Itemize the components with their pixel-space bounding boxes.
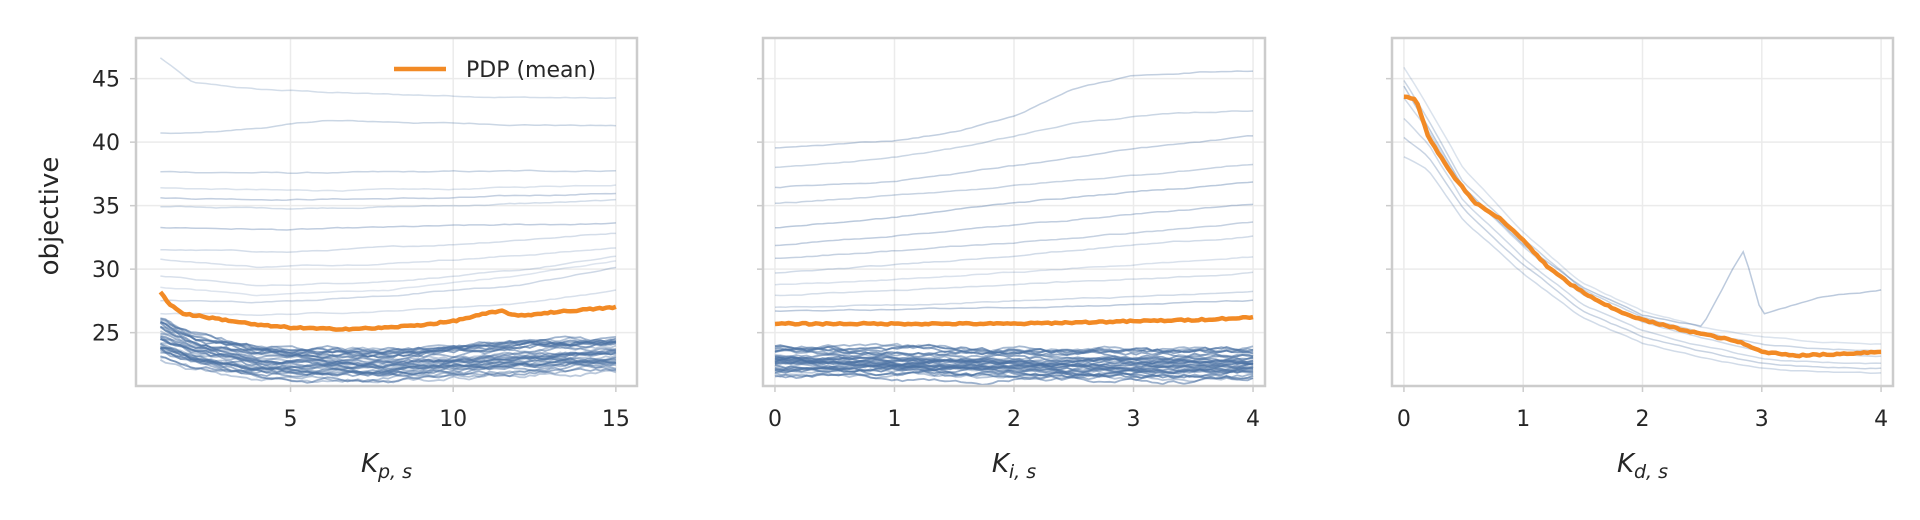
panel-ki: 0 1 2 3 4 Ki, s <box>757 36 1267 483</box>
ice-line <box>774 290 1254 309</box>
y-tick-label: 40 <box>92 131 120 156</box>
y-tick-label: 45 <box>92 68 120 93</box>
ice-line <box>774 367 1254 380</box>
ice-line <box>774 348 1254 362</box>
x-tick-label: 1 <box>1516 407 1530 432</box>
y-tick-label: 30 <box>92 258 120 283</box>
ice-line <box>160 232 616 253</box>
x-tick-label: 2 <box>1636 407 1650 432</box>
ice-line <box>774 235 1254 274</box>
ice-line <box>774 271 1254 297</box>
x-ticks: 5 10 15 <box>284 386 630 432</box>
y-ticks <box>757 77 763 334</box>
ice-curves <box>774 70 1254 386</box>
x-axis-label: Ki, s <box>992 449 1036 483</box>
y-axis-label: objective <box>35 157 65 276</box>
ice-line <box>160 255 616 287</box>
panel-kp: 5 10 15 25 30 35 40 45 Kp, s PDP (mean) <box>92 36 639 483</box>
x-tick-label: 1 <box>887 407 901 432</box>
ice-line <box>1403 117 1882 365</box>
x-tick-label: 0 <box>1397 407 1411 432</box>
ice-line <box>160 351 617 378</box>
x-tick-label: 5 <box>284 407 298 432</box>
y-tick-label: 25 <box>92 322 120 347</box>
ice-line <box>774 347 1254 361</box>
gridlines <box>136 38 637 386</box>
ice-line <box>159 359 617 384</box>
ice-curves <box>159 57 617 384</box>
gridlines <box>763 38 1265 386</box>
ice-line <box>774 344 1254 354</box>
pdp-line <box>1403 94 1882 359</box>
ice-line <box>159 57 616 99</box>
x-ticks: 0 1 2 3 4 <box>1397 386 1888 432</box>
legend-label-pdp: PDP (mean) <box>466 58 596 83</box>
gridlines <box>1392 38 1893 386</box>
ice-line <box>1403 156 1882 374</box>
ice-line <box>774 299 1254 313</box>
ice-line <box>774 70 1254 149</box>
x-ticks: 0 1 2 3 4 <box>768 386 1260 432</box>
x-tick-label: 4 <box>1874 407 1888 432</box>
ice-line <box>159 347 616 378</box>
x-tick-label: 3 <box>1755 407 1769 432</box>
ice-line <box>160 344 617 371</box>
pdp-line <box>774 314 1254 327</box>
ice-line <box>159 325 617 358</box>
x-tick-label: 2 <box>1007 407 1021 432</box>
ice-line <box>1403 66 1882 345</box>
x-axis-label: Kp, s <box>361 449 412 483</box>
panel-kd: 0 1 2 3 4 Kd, s <box>1386 36 1895 483</box>
legend: PDP (mean) <box>394 58 596 83</box>
ice-line <box>160 338 616 369</box>
ice-line <box>159 336 617 370</box>
ice-line <box>774 356 1254 369</box>
y-tick-label: 35 <box>92 195 120 220</box>
ice-line <box>160 184 617 192</box>
ice-line <box>160 266 617 304</box>
ice-line <box>160 119 616 135</box>
ice-line <box>160 355 616 384</box>
ice-line <box>774 256 1254 286</box>
x-tick-label: 4 <box>1246 407 1260 432</box>
plot-frame <box>134 36 639 388</box>
ice-line <box>774 361 1253 374</box>
ice-line <box>774 364 1254 375</box>
y-ticks <box>1386 77 1392 334</box>
ice-line <box>774 203 1254 247</box>
ice-line <box>774 181 1254 229</box>
x-tick-label: 3 <box>1127 407 1141 432</box>
ice-line <box>160 198 616 210</box>
ice-line <box>160 247 616 269</box>
x-axis-label: Kd, s <box>1617 449 1668 483</box>
ice-line <box>774 363 1254 376</box>
pdp-line <box>158 290 617 332</box>
x-tick-label: 0 <box>768 407 782 432</box>
y-ticks: 25 30 35 40 45 <box>92 68 136 347</box>
ice-line <box>775 359 1254 372</box>
ice-line <box>160 289 617 317</box>
ice-line <box>160 334 616 368</box>
ice-line <box>160 326 617 360</box>
x-tick-label: 15 <box>602 407 630 432</box>
ice-line <box>160 169 616 174</box>
ice-line <box>774 163 1254 205</box>
ice-line <box>159 320 617 355</box>
ice-line <box>774 135 1254 189</box>
x-tick-label: 10 <box>439 407 467 432</box>
ice-line <box>1403 136 1882 370</box>
ice-line <box>160 192 616 202</box>
ice-line <box>774 342 1254 355</box>
ice-line <box>160 222 616 231</box>
ice-line <box>774 110 1254 169</box>
ice-line <box>160 260 617 297</box>
ice-line <box>160 335 616 365</box>
ice-line <box>775 221 1254 260</box>
